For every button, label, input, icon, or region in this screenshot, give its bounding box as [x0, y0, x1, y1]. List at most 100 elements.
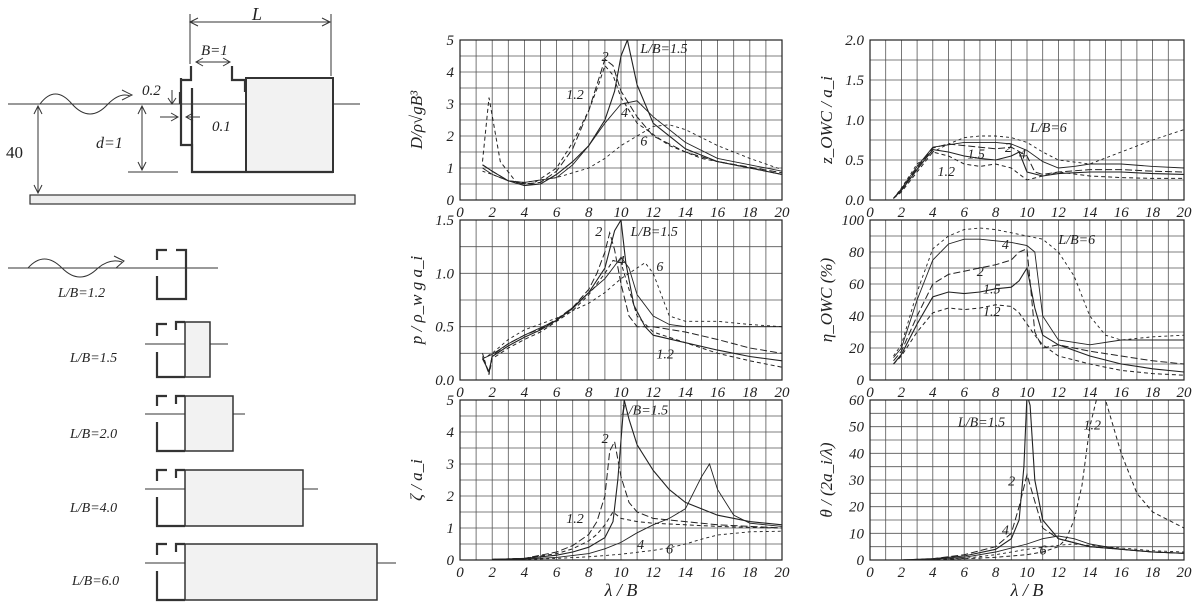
y-tick-label: 1 — [447, 521, 455, 537]
x-tick-label: 14 — [678, 205, 694, 221]
main-schematic: 40 L B=1 0.2 0.1 d=1 — [6, 4, 360, 205]
curve-label: L/B=1.5 — [957, 416, 1005, 431]
x-tick-label: 2 — [488, 565, 496, 581]
floating-body — [245, 77, 334, 173]
series-line-1-2 — [492, 511, 782, 560]
x-tick-label: 16 — [1114, 385, 1130, 401]
curve-label: 2 — [602, 50, 609, 65]
plot-frame — [459, 39, 783, 201]
config-wave — [8, 258, 123, 278]
y-axis-label: p / ρ_w g a_i — [407, 256, 426, 346]
x-tick-label: 16 — [1114, 565, 1130, 581]
x-tick-label: 20 — [1177, 385, 1193, 401]
x-tick-label: 16 — [710, 205, 726, 221]
curve-label: 2 — [595, 225, 602, 240]
seabed — [29, 194, 356, 205]
wave-arrow — [121, 89, 134, 101]
x-axis-label: λ / B — [1010, 580, 1044, 600]
x-tick-label: 6 — [960, 565, 968, 581]
x-tick-label: 8 — [585, 385, 593, 401]
x-tick-label: 8 — [992, 385, 1000, 401]
x-tick-label: 8 — [585, 205, 593, 221]
config-1.5-body — [155, 320, 185, 379]
chart-panel-2: 0.0 0.5 1.0 1.5 0 2 4 6 8 10 12 14 16 18 20 p / ρ_w g a… — [407, 213, 790, 401]
x-tick-label: 8 — [992, 565, 1000, 581]
x-tick-label: 0 — [866, 385, 874, 401]
x-axis-label: λ / B — [604, 580, 638, 600]
x-tick-label: 18 — [742, 205, 758, 221]
curve-label: 1.5 — [983, 283, 1001, 298]
series-line-1-2 — [893, 151, 1184, 199]
x-tick-label: 20 — [1177, 205, 1193, 221]
y-tick-label: 2.0 — [845, 33, 864, 49]
series-line-4 — [492, 462, 782, 560]
y-tick-label: 1.0 — [845, 113, 864, 129]
config-4.0-box — [184, 469, 304, 527]
x-tick-label: 12 — [1051, 205, 1067, 221]
d-label: d=1 — [96, 135, 123, 152]
y-tick-label: 20 — [849, 500, 865, 516]
curve-label: 6 — [640, 135, 647, 150]
curve-label: 6 — [656, 260, 663, 275]
y-tick-label: 0.5 — [435, 320, 454, 336]
chart-panel-5: 0 10 20 30 40 50 60 0 2 4 6 8 10 12 14 16 18 20 λ / B θ / (… — [817, 393, 1192, 600]
y-tick-label: 100 — [842, 213, 865, 229]
x-tick-label: 10 — [614, 205, 630, 221]
series-line-2 — [482, 230, 782, 376]
curve-label: L/B=1.5 — [630, 225, 678, 240]
plot-frame — [869, 219, 1185, 381]
y-tick-label: 5 — [447, 33, 455, 49]
series-line-4 — [482, 100, 782, 183]
y-tick-label: 4 — [447, 425, 455, 441]
series-line-4 — [893, 238, 1184, 358]
config-4.0-body — [155, 468, 185, 528]
y-tick-label: 1.5 — [435, 213, 454, 229]
gap-0.2-arrow — [167, 90, 177, 105]
series-line-2 — [893, 143, 1184, 199]
y-tick-label: 10 — [849, 526, 865, 542]
y-tick-label: 1.0 — [435, 266, 454, 282]
curve-label: 4 — [1019, 147, 1026, 162]
x-tick-label: 16 — [710, 385, 726, 401]
y-tick-label: 0 — [447, 193, 455, 209]
curve-label: 1.2 — [983, 305, 1001, 320]
front-lip — [181, 66, 193, 82]
y-tick-label: 30 — [848, 473, 865, 489]
x-tick-label: 14 — [1082, 385, 1098, 401]
y-tick-label: 1.5 — [845, 73, 864, 89]
curve-label: 4 — [1002, 524, 1009, 539]
x-tick-label: 12 — [646, 565, 662, 581]
curve-label: 6 — [1040, 544, 1047, 559]
config-1.2-body — [155, 248, 188, 301]
configurations: L/B=1.2 L/B=1.5 L/B=2.0 L/B=4.0 L/B=6.0 — [8, 248, 396, 602]
y-tick-label: 2 — [447, 129, 455, 145]
y-tick-label: 2 — [447, 489, 455, 505]
x-tick-label: 18 — [742, 385, 758, 401]
x-tick-label: 6 — [960, 385, 968, 401]
back-lip — [230, 66, 247, 92]
x-tick-label: 6 — [553, 205, 561, 221]
config-label-4.0: L/B=4.0 — [69, 501, 117, 516]
x-tick-label: 12 — [646, 385, 662, 401]
curve-label: 2 — [1005, 141, 1012, 156]
x-tick-label: 4 — [929, 205, 937, 221]
curve-label: 1.2 — [938, 165, 956, 180]
x-tick-label: 8 — [992, 205, 1000, 221]
gap-0.1-label: 0.1 — [212, 119, 231, 135]
config-6.0-body — [155, 542, 185, 602]
x-tick-label: 2 — [488, 385, 496, 401]
plot-frame — [869, 39, 1185, 201]
body-bottom — [190, 160, 333, 174]
curve-label: L/B=6 — [1057, 233, 1095, 248]
series-line-6 — [893, 227, 1184, 357]
y-tick-label: 80 — [849, 245, 865, 261]
config-wave-arrow — [113, 255, 125, 269]
curve-label: 2 — [1008, 474, 1015, 489]
x-tick-label: 18 — [1145, 565, 1161, 581]
y-tick-label: 0 — [447, 553, 455, 569]
config-2.0-box — [184, 395, 234, 452]
x-tick-label: 10 — [1020, 385, 1036, 401]
series-line-2 — [492, 440, 782, 560]
